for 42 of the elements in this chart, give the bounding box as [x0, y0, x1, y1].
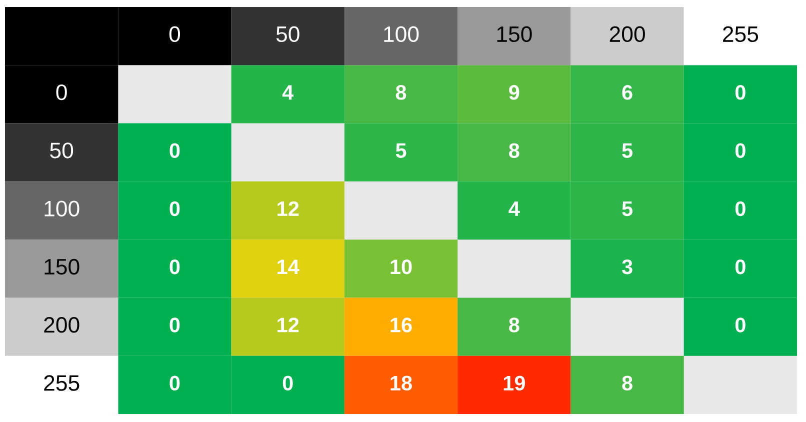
data-label: 4	[508, 202, 520, 216]
data-label: 6	[622, 85, 632, 100]
y-tick-label: 0	[56, 84, 67, 100]
y-tick-label: 255	[44, 375, 80, 391]
data-label: 19	[504, 376, 525, 391]
data-label: 0	[735, 85, 746, 100]
data-label: 0	[170, 259, 180, 274]
data-label: 8	[509, 318, 520, 332]
y-tick-label: 150	[44, 258, 80, 275]
y-tick-label: 100	[44, 200, 80, 216]
data-label: 0	[170, 376, 180, 391]
data-label: 3	[622, 259, 632, 274]
data-label: 5	[396, 143, 406, 158]
data-label: 8	[622, 376, 632, 391]
x-tick-label: 0	[169, 26, 180, 42]
data-label: 0	[170, 201, 180, 216]
data-label: 18	[390, 376, 412, 391]
data-label: 0	[282, 376, 293, 391]
data-label: 16	[390, 318, 412, 332]
data-label: 8	[509, 143, 520, 158]
data-label: 5	[622, 143, 632, 158]
data-label: 0	[170, 143, 180, 158]
data-label: 5	[622, 202, 632, 216]
data-label: 0	[735, 201, 746, 216]
y-tick-label: 200	[44, 317, 80, 333]
data-label: 14	[278, 260, 300, 274]
data-label: 0	[735, 143, 746, 158]
x-tick-label: 100	[384, 26, 419, 42]
data-label: 10	[390, 259, 412, 274]
x-tick-label: 50	[276, 26, 300, 42]
data-label: 9	[509, 85, 520, 100]
x-tick-label: 150	[497, 26, 532, 42]
data-label: 8	[396, 85, 406, 100]
data-label: 0	[735, 318, 746, 332]
data-label: 12	[278, 318, 299, 332]
data-label: 0	[170, 318, 180, 332]
data-label: 4	[282, 85, 294, 100]
x-tick-label: 200	[610, 26, 645, 42]
y-tick-label: 50	[50, 142, 74, 158]
x-tick-label: 255	[723, 26, 758, 42]
data-label: 0	[735, 259, 746, 274]
data-label: 12	[278, 201, 299, 216]
